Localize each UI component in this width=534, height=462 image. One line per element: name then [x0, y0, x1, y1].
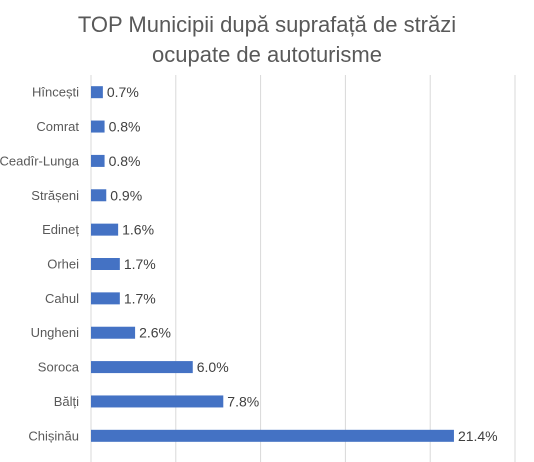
category-label: Ceadîr-Lunga [0, 153, 80, 168]
chart-title: TOP Municipii după suprafață de străzi o… [0, 10, 534, 70]
category-label: Ungheni [31, 325, 80, 340]
bar [91, 258, 120, 270]
value-label: 0.8% [109, 119, 141, 135]
bar [91, 86, 103, 99]
bar [91, 395, 224, 408]
category-label: Comrat [36, 119, 79, 134]
value-label: 6.0% [197, 359, 229, 375]
chart-title-line-1: TOP Municipii după suprafață de străzi [77, 12, 457, 37]
value-label: 0.9% [110, 187, 142, 203]
bar [91, 429, 454, 442]
category-label: Chișinău [28, 428, 79, 443]
category-label: Edineț [42, 222, 79, 237]
bar [91, 154, 105, 167]
bar [91, 189, 107, 202]
category-label: Strășeni [31, 188, 79, 203]
category-label: Orhei [47, 257, 79, 272]
value-label: 1.6% [122, 222, 154, 238]
bar [91, 120, 105, 133]
category-label: Cahul [45, 291, 79, 306]
category-label: Hîncești [32, 85, 79, 100]
data-labels: 0.7% 0.8% 0.8% 0.9% 1.6% 1.7% 1.7% 2.6% 6.0% 7.8%… [107, 84, 498, 444]
bar [91, 361, 193, 374]
value-label: 21.4% [458, 428, 498, 444]
bars [91, 86, 454, 442]
bar [91, 223, 119, 236]
value-label: 0.8% [109, 153, 141, 169]
category-labels: Hîncești Comrat Ceadîr-Lunga Strășeni Edineț… [0, 85, 80, 444]
category-label: Bălți [54, 394, 79, 409]
value-label: 2.6% [139, 325, 171, 341]
value-label: 7.8% [227, 393, 259, 409]
bar [91, 326, 136, 339]
value-label: 1.7% [124, 256, 156, 272]
bar [91, 292, 120, 305]
category-label: Soroca [38, 360, 80, 375]
value-label: 1.7% [124, 290, 156, 306]
value-label: 0.7% [107, 84, 139, 100]
chart-title-line-2: ocupate de autoturisme [152, 42, 382, 67]
